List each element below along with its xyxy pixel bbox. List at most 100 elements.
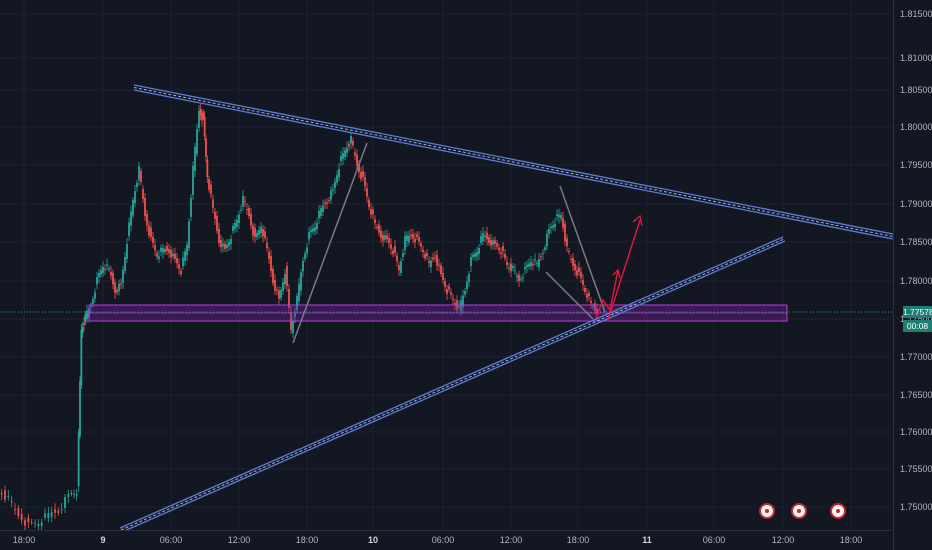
candle-body [566, 238, 568, 246]
candle-body [470, 257, 472, 266]
candle-body [548, 229, 550, 234]
candle-body [560, 215, 562, 219]
candle-body [412, 234, 414, 239]
candle-body [562, 218, 564, 228]
candle-body [208, 179, 210, 190]
candle-body [336, 175, 338, 183]
candle-body [196, 129, 198, 154]
candle-body [506, 262, 508, 265]
candle-body [504, 254, 506, 258]
projection-arrow[interactable] [595, 214, 643, 321]
candle-body [75, 494, 78, 496]
candle-body [404, 236, 406, 250]
candle-body [564, 223, 566, 242]
candle-body [186, 245, 188, 256]
price-tick-label: 1.78500 [900, 237, 932, 247]
candle-body [27, 517, 30, 522]
candle-body [378, 224, 380, 233]
candle-body [274, 280, 276, 291]
candle-body [304, 253, 306, 259]
candle-body [550, 226, 552, 228]
candle-body [54, 509, 56, 513]
candle-body [570, 259, 572, 260]
bar-countdown-badge: 00:08 [903, 320, 932, 332]
candle-body [394, 246, 396, 253]
candle-body [454, 303, 456, 305]
candle-body [432, 257, 434, 260]
candle-body [448, 286, 450, 290]
candle-body [406, 235, 408, 241]
candle-body [146, 214, 148, 226]
candle-body [312, 228, 314, 232]
pattern-lines[interactable] [292, 142, 606, 344]
candle-body [420, 243, 422, 247]
candle-body [228, 242, 230, 246]
candle-body [92, 298, 94, 304]
candle-body [254, 227, 256, 237]
time-tick-label: 06:00 [702, 535, 726, 545]
candle-body [568, 251, 570, 252]
candle-body [582, 280, 584, 285]
candle-body [556, 214, 558, 216]
time-tick-label: 11 [642, 535, 652, 545]
candle-body [286, 266, 288, 286]
candle-body [328, 200, 330, 201]
upper-trendline[interactable] [133, 84, 894, 240]
candle-body [282, 282, 284, 291]
candle-body [170, 250, 172, 258]
candle-body [380, 230, 382, 238]
price-tick-label: 1.77500 [900, 314, 932, 324]
candle-body [468, 274, 470, 282]
candle-body [580, 272, 582, 278]
candle-body [210, 184, 212, 195]
lower-trendline[interactable] [119, 236, 786, 533]
candle-body [544, 247, 546, 250]
candle-body [24, 520, 26, 526]
candle-body [30, 522, 33, 523]
candle-body [436, 255, 438, 266]
chart-area[interactable] [0, 0, 894, 533]
candle-body [478, 248, 480, 254]
chart-grid [0, 0, 893, 530]
candle-body [152, 237, 154, 243]
candle-body [494, 240, 496, 244]
candle-body [452, 298, 454, 300]
candle-body [202, 112, 205, 117]
candle-body [318, 211, 320, 218]
candle-body [500, 252, 502, 254]
candle-body [402, 253, 404, 257]
candle-body [418, 237, 420, 242]
candle-body [382, 235, 384, 241]
time-tick-label: 18:00 [295, 535, 319, 545]
economic-event-icon[interactable] [759, 503, 775, 519]
price-tick-label: 1.75500 [900, 464, 932, 474]
candle-body [552, 225, 554, 228]
price-chart[interactable] [0, 0, 894, 533]
economic-event-icon[interactable] [830, 503, 846, 519]
price-tick-label: 1.81500 [900, 9, 932, 19]
candle-body [308, 232, 310, 240]
candle-body [164, 249, 166, 252]
candle-body [414, 238, 416, 243]
candle-body [396, 255, 398, 262]
candle-body [316, 223, 318, 229]
candle-body [294, 313, 296, 317]
candle-body [67, 494, 70, 497]
candle-body [240, 209, 242, 211]
price-axis[interactable]: 1.81500 1.81000 1.80500 1.80000 1.79500 1.790… [893, 0, 932, 550]
candle-body [306, 247, 308, 254]
candle-body [162, 248, 164, 253]
candle-body [356, 154, 358, 166]
price-tick-label: 1.80000 [900, 122, 932, 132]
candle-body [486, 232, 488, 240]
candle-body [472, 254, 474, 257]
time-tick-label: 12:00 [499, 535, 523, 545]
candle-body [320, 208, 322, 216]
time-axis[interactable]: 18:00 9 06:00 12:00 18:00 10 06:00 12:00 18:00 11… [0, 530, 893, 550]
time-tick-label: 18:00 [839, 535, 863, 545]
candle-body [242, 196, 244, 207]
candle-body [502, 246, 504, 251]
economic-event-icon[interactable] [791, 503, 807, 519]
candle-body [366, 188, 368, 197]
candle-body [540, 256, 542, 257]
